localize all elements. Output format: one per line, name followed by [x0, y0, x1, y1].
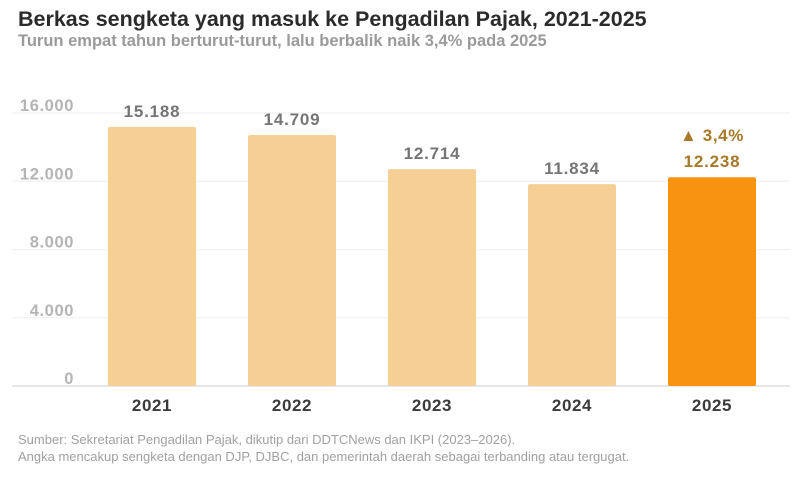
y-tick-label: 0 [64, 370, 74, 388]
bar [388, 169, 476, 386]
chart-title: Berkas sengketa yang masuk ke Pengadilan… [18, 7, 647, 31]
bar-value-label: 12.238 [684, 152, 741, 171]
x-tick-label: 2021 [132, 396, 172, 415]
x-tick-label: 2022 [272, 396, 312, 415]
bar-value-label: 15.188 [124, 102, 181, 121]
y-tick-label: 4.000 [30, 302, 74, 320]
bar [108, 126, 196, 387]
x-tick-label: 2025 [692, 396, 732, 415]
chart-subtitle: Turun empat tahun berturut-turut, lalu b… [18, 32, 547, 50]
x-tick-label: 2023 [412, 396, 452, 415]
bar [668, 177, 756, 386]
y-tick-label: 8.000 [30, 234, 74, 252]
growth-annotation: ▲ 3,4% [680, 126, 744, 145]
y-tick-label: 12.000 [20, 165, 74, 183]
y-tick-label: 16.000 [20, 97, 74, 115]
bar [248, 135, 336, 386]
source-note: Sumber: Sekretariat Pengadilan Pajak, di… [18, 432, 778, 465]
bar-value-label: 12.714 [404, 144, 461, 163]
bar-value-label: 11.834 [544, 159, 600, 178]
coverage-note: Angka mencakup sengketa dengan DJP, DJBC… [18, 448, 630, 464]
source-text: Sumber: Sekretariat Pengadilan Pajak, di… [18, 432, 516, 447]
bar [528, 184, 616, 386]
bar-value-label: 14.709 [264, 110, 321, 129]
x-tick-label: 2024 [552, 396, 592, 415]
bar-chart: 0 4.000 8.000 12.000 16.000 15.188 2021 14.709 2… [12, 97, 790, 415]
